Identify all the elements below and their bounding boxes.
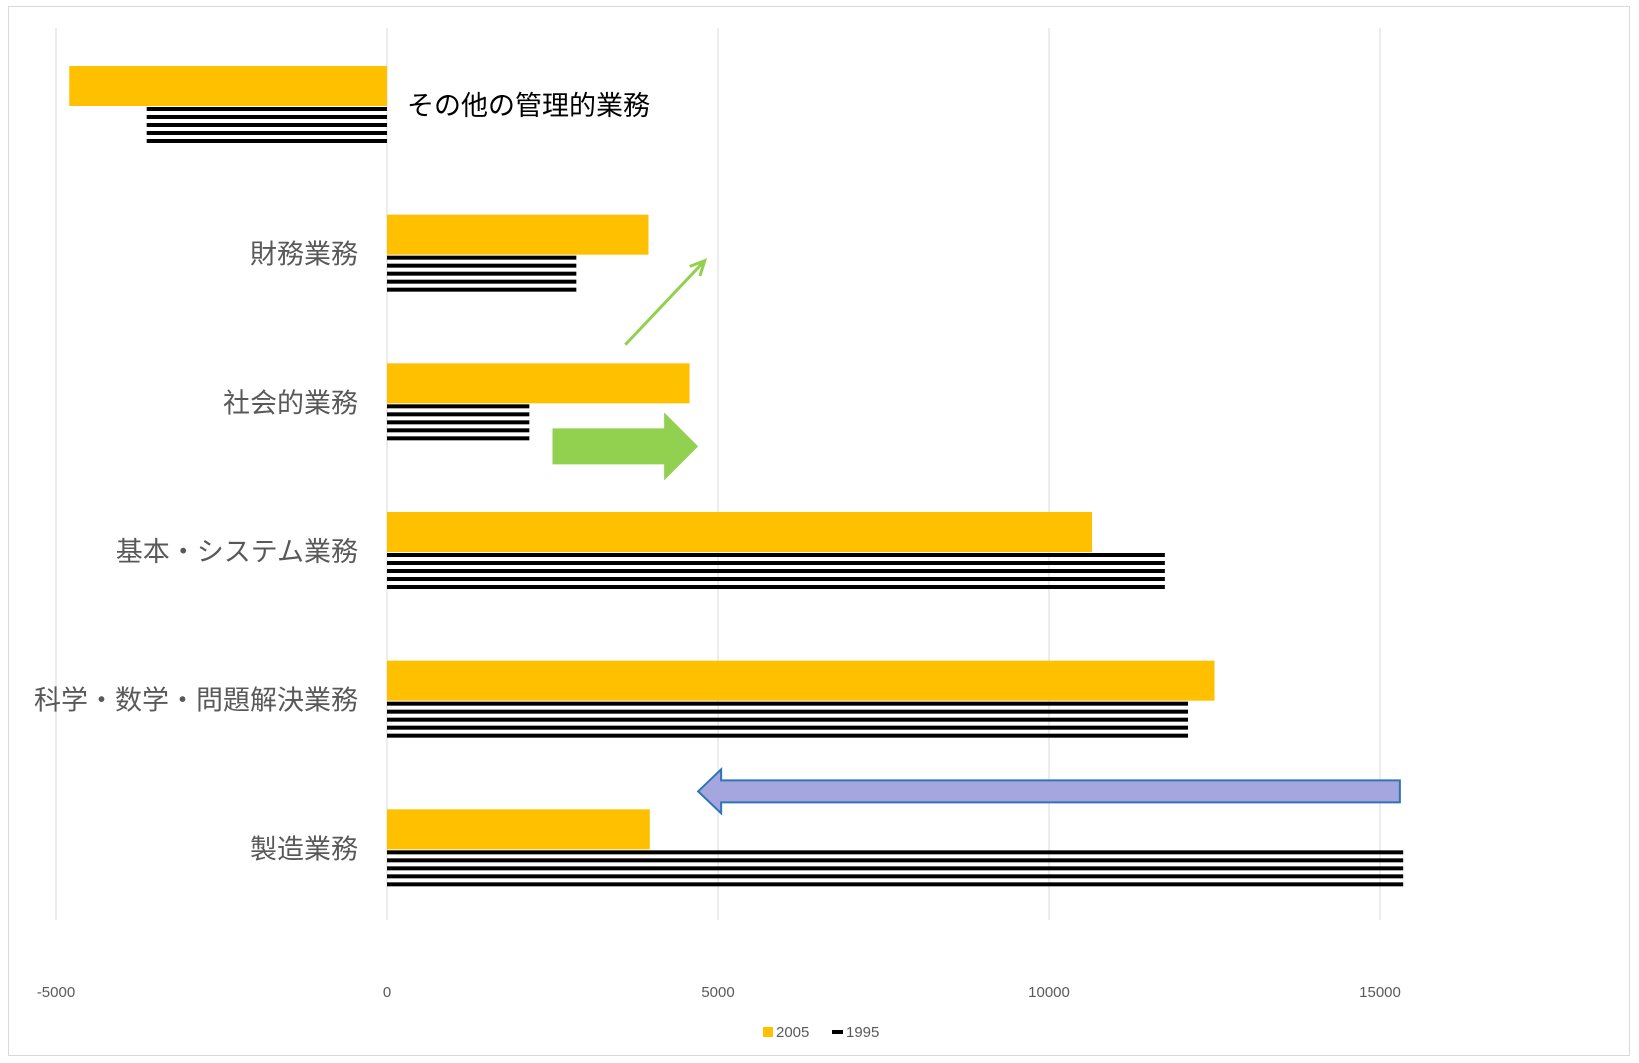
x-axis-ticks: -5000 0 5000 10000 15000 bbox=[37, 984, 1401, 1001]
bar-1995-stripe bbox=[387, 263, 577, 268]
category-label: 社会的業務 bbox=[223, 388, 358, 419]
legend-swatch-1995 bbox=[832, 1030, 843, 1034]
bar-1995-stripe bbox=[387, 255, 577, 260]
bar-2005 bbox=[387, 363, 690, 404]
bar-1995-stripe bbox=[387, 553, 1165, 557]
bar-1995-stripe bbox=[387, 561, 1165, 565]
bar-2005 bbox=[69, 66, 388, 106]
category-label: 科学・数学・問題解決業務 bbox=[34, 686, 358, 717]
bar-1995-stripe bbox=[146, 131, 387, 135]
legend-label-1995: 1995 bbox=[846, 1024, 879, 1041]
gridlines bbox=[55, 28, 1381, 920]
bar-1995 bbox=[387, 255, 577, 292]
x-tick-label: 0 bbox=[383, 984, 391, 1001]
thin-arrow-head bbox=[689, 258, 708, 277]
x-tick-label: 10000 bbox=[1028, 984, 1070, 1001]
bar-1995-stripe bbox=[387, 287, 577, 292]
bar-2005 bbox=[387, 512, 1093, 552]
bar-1995-stripe bbox=[387, 709, 1189, 714]
x-tick-label: 15000 bbox=[1359, 984, 1401, 1001]
bar-1995-stripe bbox=[387, 271, 577, 276]
bar-1995 bbox=[387, 850, 1404, 887]
bar-1995-stripe bbox=[387, 882, 1404, 887]
bar-1995 bbox=[387, 404, 530, 441]
category-label: その他の管理的業務 bbox=[407, 91, 650, 122]
bar-2005 bbox=[387, 809, 650, 850]
legend-label-2005: 2005 bbox=[776, 1024, 809, 1041]
bar-1995-stripe bbox=[387, 585, 1165, 589]
bar-1995-stripe bbox=[387, 569, 1165, 573]
bar-1995-stripe bbox=[146, 139, 387, 143]
bar-1995 bbox=[387, 553, 1165, 589]
bar-1995-stripe bbox=[387, 412, 530, 417]
thin-arrow-annotation bbox=[624, 258, 708, 346]
bar-1995-stripe bbox=[387, 404, 530, 409]
block-arrow-right bbox=[552, 412, 699, 481]
category-label: 財務業務 bbox=[250, 240, 358, 271]
legend: 2005 1995 bbox=[763, 1024, 879, 1041]
bars bbox=[69, 66, 1404, 887]
thin-arrow-line bbox=[624, 259, 706, 346]
bar-1995-stripe bbox=[387, 866, 1404, 871]
bar-1995-stripe bbox=[387, 858, 1404, 863]
annotations bbox=[552, 258, 1401, 816]
bar-2005 bbox=[387, 214, 649, 255]
bar-1995-stripe bbox=[146, 107, 387, 111]
bar-1995-stripe bbox=[146, 123, 387, 127]
bar-1995-stripe bbox=[387, 701, 1189, 706]
category-label: 基本・システム業務 bbox=[116, 537, 358, 568]
bar-1995-stripe bbox=[387, 725, 1189, 730]
bar-1995 bbox=[387, 701, 1189, 738]
bar-1995-stripe bbox=[387, 428, 530, 433]
x-tick-label: -5000 bbox=[37, 984, 75, 1001]
bar-1995-stripe bbox=[387, 436, 530, 441]
bar-1995-stripe bbox=[387, 874, 1404, 879]
x-tick-label: 5000 bbox=[701, 984, 734, 1001]
bar-2005 bbox=[387, 660, 1215, 701]
bar-1995-stripe bbox=[387, 577, 1165, 581]
bar-1995-stripe bbox=[387, 420, 530, 425]
block-arrow-left bbox=[696, 766, 1401, 816]
category-labels: その他の管理的業務財務業務社会的業務基本・システム業務科学・数学・問題解決業務製… bbox=[34, 91, 650, 865]
category-label: 製造業務 bbox=[250, 834, 358, 865]
bar-1995-stripe bbox=[387, 279, 577, 284]
bar-1995-stripe bbox=[146, 115, 387, 119]
bar-1995 bbox=[146, 107, 387, 143]
legend-swatch-2005 bbox=[763, 1027, 773, 1037]
bar-1995-stripe bbox=[387, 717, 1189, 722]
bar-1995-stripe bbox=[387, 850, 1404, 855]
bar-1995-stripe bbox=[387, 733, 1189, 738]
